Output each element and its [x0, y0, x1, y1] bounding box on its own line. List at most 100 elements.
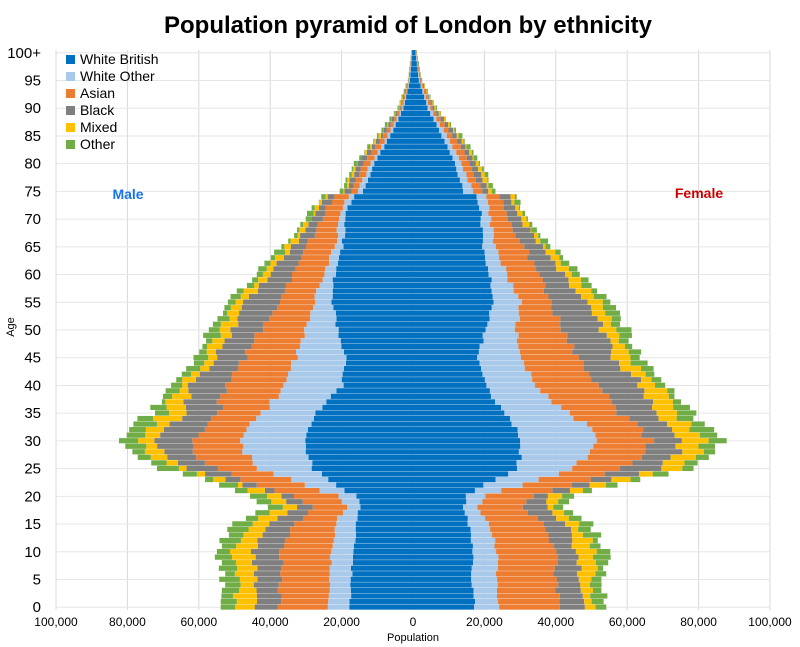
- bar-male-age-86-other: [381, 127, 384, 133]
- bar-male-age-3-asian: [277, 587, 330, 594]
- bar-female-age-10-white-british: [413, 549, 473, 555]
- bar-female-age-72-white-british: [413, 205, 480, 211]
- bar-female-age-24-asian: [558, 471, 605, 477]
- y-tick-label: 85: [24, 128, 41, 145]
- bar-male-age-73-black: [321, 199, 332, 205]
- bar-female-age-47-other: [625, 343, 633, 350]
- bar-female-age-19-white-british: [413, 499, 467, 505]
- bar-male-age-10-other: [216, 549, 230, 555]
- bar-female-age-30-black: [654, 438, 682, 444]
- bar-male-age-77-white-other: [362, 177, 368, 183]
- bar-male-age-44-white-other: [291, 360, 346, 366]
- bar-male-age-62-white-british: [337, 260, 414, 266]
- bar-male-age-57-white-other: [316, 288, 333, 294]
- bar-male-age-60-other: [256, 271, 263, 277]
- bar-female-age-3-black: [555, 587, 581, 594]
- bar-female-age-43-white-british: [413, 366, 482, 372]
- bar-female-age-75-other: [491, 188, 496, 194]
- bar-female-age-64-other: [555, 249, 561, 255]
- bar-male-age-92-white-british: [406, 94, 414, 100]
- bar-female-age-34-white-other: [509, 415, 574, 422]
- bar-female-age-69-asian: [489, 221, 512, 228]
- bar-female-age-90-black: [432, 105, 435, 111]
- bar-female-age-2-other: [590, 593, 608, 599]
- bar-female-age-68-white-other: [482, 227, 494, 233]
- bar-male-age-83-other: [367, 144, 371, 150]
- bar-male-age-44-mixed: [204, 360, 214, 366]
- x-axis-label: Population: [387, 632, 439, 644]
- bar-male-age-85-other: [376, 133, 379, 139]
- bar-male-age-55-white-other: [315, 299, 332, 305]
- bar-female-age-32-white-british: [413, 427, 518, 433]
- bar-male-age-60-black: [270, 271, 293, 277]
- bar-female-age-73-white-british: [413, 199, 478, 205]
- bar-male-age-33-asian: [207, 421, 250, 427]
- bar-female-age-78-mixed: [481, 171, 485, 178]
- bar-female-age-76-asian: [471, 183, 481, 189]
- bar-male-age-24-white-british: [322, 471, 414, 477]
- bar-female-age-19-asian: [482, 499, 527, 505]
- bar-female-age-31-white-other: [518, 432, 596, 438]
- bar-male-age-59-asian: [291, 277, 323, 283]
- bar-male-age-64-white-other: [331, 249, 341, 255]
- bar-female-age-95-white-british: [413, 77, 419, 83]
- bar-female-age-0-mixed: [584, 604, 596, 610]
- bar-male-age-45-white-other: [297, 354, 347, 361]
- bar-female-age-7-white-british: [413, 565, 472, 571]
- bar-female-age-27-other: [695, 454, 709, 460]
- bar-female-age-11-white-other: [472, 543, 495, 549]
- bar-male-age-37-black: [183, 399, 217, 405]
- bar-female-age-36-white-other: [501, 404, 562, 411]
- bar-female-age-83-asian: [452, 144, 461, 150]
- bar-female-age-66-asian: [492, 238, 521, 244]
- bar-male-age-57-asian: [284, 288, 317, 294]
- bar-female-age-58-asian: [513, 282, 546, 289]
- bar-male-age-10-white-british: [353, 549, 414, 555]
- bar-female-age-11-other: [589, 543, 601, 549]
- bar-female-age-20-white-other: [465, 493, 486, 499]
- bar-female-age-37-white-british: [413, 399, 495, 405]
- bar-male-age-39-black: [188, 388, 227, 394]
- bar-male-age-18-black: [297, 504, 313, 510]
- bar-female-age-19-white-other: [466, 499, 483, 505]
- y-tick-label: 65: [24, 239, 41, 256]
- bar-female-age-51-mixed: [603, 321, 611, 327]
- bar-male-age-86-black: [383, 127, 387, 133]
- bar-female-age-70-asian: [491, 216, 508, 222]
- bar-female-age-48-asian: [517, 338, 567, 344]
- bar-female-age-18-white-british: [413, 504, 464, 510]
- bar-male-age-85-white-british: [390, 133, 414, 139]
- bar-male-age-67-white-british: [345, 232, 414, 239]
- bar-female-age-36-white-british: [413, 404, 502, 411]
- bar-male-age-10-black: [250, 549, 280, 555]
- bar-male-age-77-white-british: [367, 177, 414, 183]
- bar-female-age-39-other: [667, 388, 675, 394]
- bar-male-age-50-other: [208, 327, 220, 333]
- bar-male-age-43-white-british: [343, 366, 414, 372]
- bar-male-age-3-white-other: [329, 587, 351, 594]
- bar-male-age-1-mixed: [236, 598, 257, 605]
- bar-male-age-16-white-british: [357, 515, 414, 521]
- male-side-label: Male: [112, 186, 143, 202]
- bar-female-age-73-asian: [487, 199, 504, 205]
- bar-male-age-2-black: [256, 593, 282, 599]
- bar-male-age-23-white-other: [291, 476, 329, 483]
- bar-female-age-41-mixed: [641, 377, 652, 383]
- bar-female-age-57-asian: [513, 288, 544, 294]
- bar-female-age-50-white-other: [485, 327, 515, 333]
- x-tick-label: 60,000: [609, 615, 646, 629]
- bar-female-age-61-asian: [506, 266, 537, 272]
- bar-female-age-60-asian: [507, 271, 540, 277]
- bar-female-age-51-other: [610, 321, 621, 327]
- bar-male-age-82-white-british: [380, 149, 414, 155]
- bar-male-age-13-white-other: [334, 532, 356, 538]
- bar-female-age-8-white-british: [413, 560, 474, 566]
- bar-male-age-52-other: [217, 316, 230, 322]
- bar-male-age-86-white-british: [393, 127, 414, 133]
- bar-male-age-53-white-other: [310, 310, 336, 316]
- bar-female-age-1-white-british: [413, 598, 476, 605]
- bar-male-age-90-black: [399, 105, 401, 111]
- bar-male-age-36-other: [150, 404, 167, 411]
- bar-male-age-53-white-british: [335, 310, 414, 316]
- bar-female-age-76-mixed: [486, 183, 489, 189]
